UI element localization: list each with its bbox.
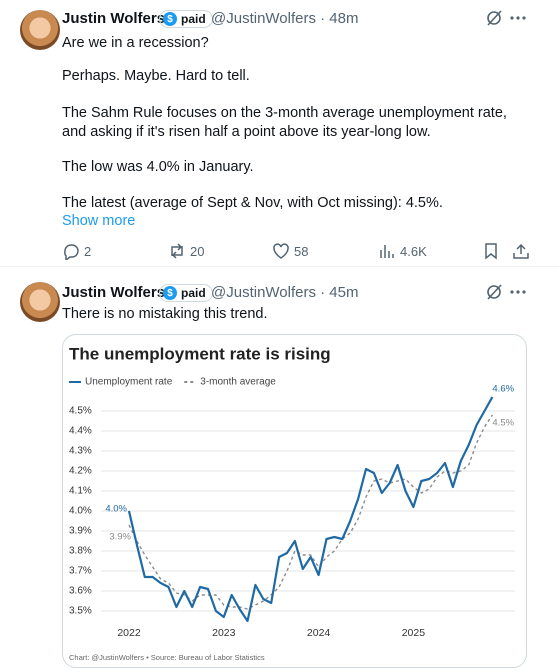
tweet-actions bbox=[487, 10, 526, 26]
repost-count: 20 bbox=[190, 243, 205, 259]
badge-text: paid bbox=[181, 286, 206, 300]
views-icon bbox=[380, 245, 394, 258]
grok-icon[interactable] bbox=[487, 284, 502, 300]
y-tick-label: 3.8% bbox=[69, 546, 92, 557]
like-icon bbox=[273, 243, 289, 259]
handle-time[interactable]: @JustinWolfers · 45m bbox=[211, 284, 359, 301]
chart-title: The unemployment rate is rising bbox=[69, 344, 331, 363]
more-icon[interactable] bbox=[510, 16, 526, 20]
tweet-tools bbox=[485, 243, 529, 260]
value-label: 4.5% bbox=[492, 418, 514, 429]
tweet-text: There is no mistaking this trend. bbox=[62, 306, 268, 322]
value-label: 4.6% bbox=[492, 384, 514, 395]
x-tick-label: 2024 bbox=[307, 627, 331, 639]
share-icon[interactable] bbox=[513, 243, 529, 259]
y-tick-label: 3.9% bbox=[69, 526, 92, 537]
avatar[interactable] bbox=[20, 282, 60, 322]
tweet-text: The latest (average of Sept & Nov, with … bbox=[62, 195, 443, 211]
reply-icon bbox=[64, 244, 79, 260]
y-tick-label: 3.5% bbox=[69, 606, 92, 617]
y-tick-label: 4.0% bbox=[69, 506, 92, 517]
badge-icon: $ bbox=[163, 12, 177, 26]
media-card[interactable]: The unemployment rate is rising Chart: @… bbox=[62, 334, 527, 668]
value-label: 3.9% bbox=[109, 532, 131, 543]
tweet-text: Perhaps. Maybe. Hard to tell. bbox=[62, 68, 250, 84]
chart-source: Chart: @JustinWolfers • Source: Bureau o… bbox=[69, 653, 265, 662]
view-count: 4.6K bbox=[400, 243, 427, 259]
paid-badge[interactable]: $ paid bbox=[159, 10, 213, 28]
x-tick-label: 2023 bbox=[212, 627, 236, 639]
value-label: 4.0% bbox=[105, 504, 127, 515]
tweet-text: Are we in a recession? bbox=[62, 35, 209, 51]
reply-button[interactable]: 2 bbox=[62, 242, 91, 260]
tweet-text: The Sahm Rule focuses on the 3-month ave… bbox=[62, 105, 507, 140]
badge-text: paid bbox=[181, 12, 206, 26]
y-tick-label: 4.3% bbox=[69, 446, 92, 457]
y-tick-label: 4.4% bbox=[69, 426, 92, 437]
y-tick-label: 4.2% bbox=[69, 466, 92, 477]
more-icon[interactable] bbox=[510, 290, 526, 294]
reply-count: 2 bbox=[84, 243, 92, 259]
repost-icon bbox=[171, 243, 183, 259]
y-tick-label: 4.1% bbox=[69, 486, 92, 497]
divider bbox=[0, 266, 559, 267]
series-line bbox=[127, 396, 494, 623]
y-tick-label: 3.6% bbox=[69, 586, 92, 597]
repost-button[interactable]: 20 bbox=[168, 242, 204, 260]
handle-time[interactable]: @JustinWolfers · 48m bbox=[211, 10, 359, 27]
avatar[interactable] bbox=[20, 10, 60, 50]
badge-icon: $ bbox=[163, 286, 177, 300]
legend-label: 3-month average bbox=[200, 377, 276, 388]
x-tick-label: 2022 bbox=[117, 627, 141, 639]
like-count: 58 bbox=[294, 243, 309, 259]
show-more[interactable]: Show more bbox=[62, 213, 136, 229]
paid-badge[interactable]: $ paid bbox=[159, 284, 213, 302]
author-name[interactable]: Justin Wolfers bbox=[62, 284, 166, 301]
y-tick-label: 4.5% bbox=[69, 406, 92, 417]
legend-label: Unemployment rate bbox=[85, 377, 173, 388]
like-button[interactable]: 58 bbox=[272, 242, 308, 260]
x-tick-label: 2025 bbox=[402, 627, 426, 639]
chart: The unemployment rate is rising Chart: @… bbox=[69, 344, 515, 662]
views-button[interactable]: 4.6K bbox=[378, 242, 427, 260]
tweet-text: The low was 4.0% in January. bbox=[62, 159, 254, 175]
grok-icon[interactable] bbox=[487, 10, 502, 26]
series-line bbox=[128, 414, 493, 610]
tweet-actions bbox=[487, 284, 526, 300]
y-tick-label: 3.7% bbox=[69, 566, 92, 577]
bookmark-icon[interactable] bbox=[485, 243, 497, 260]
author-name[interactable]: Justin Wolfers bbox=[62, 10, 166, 27]
